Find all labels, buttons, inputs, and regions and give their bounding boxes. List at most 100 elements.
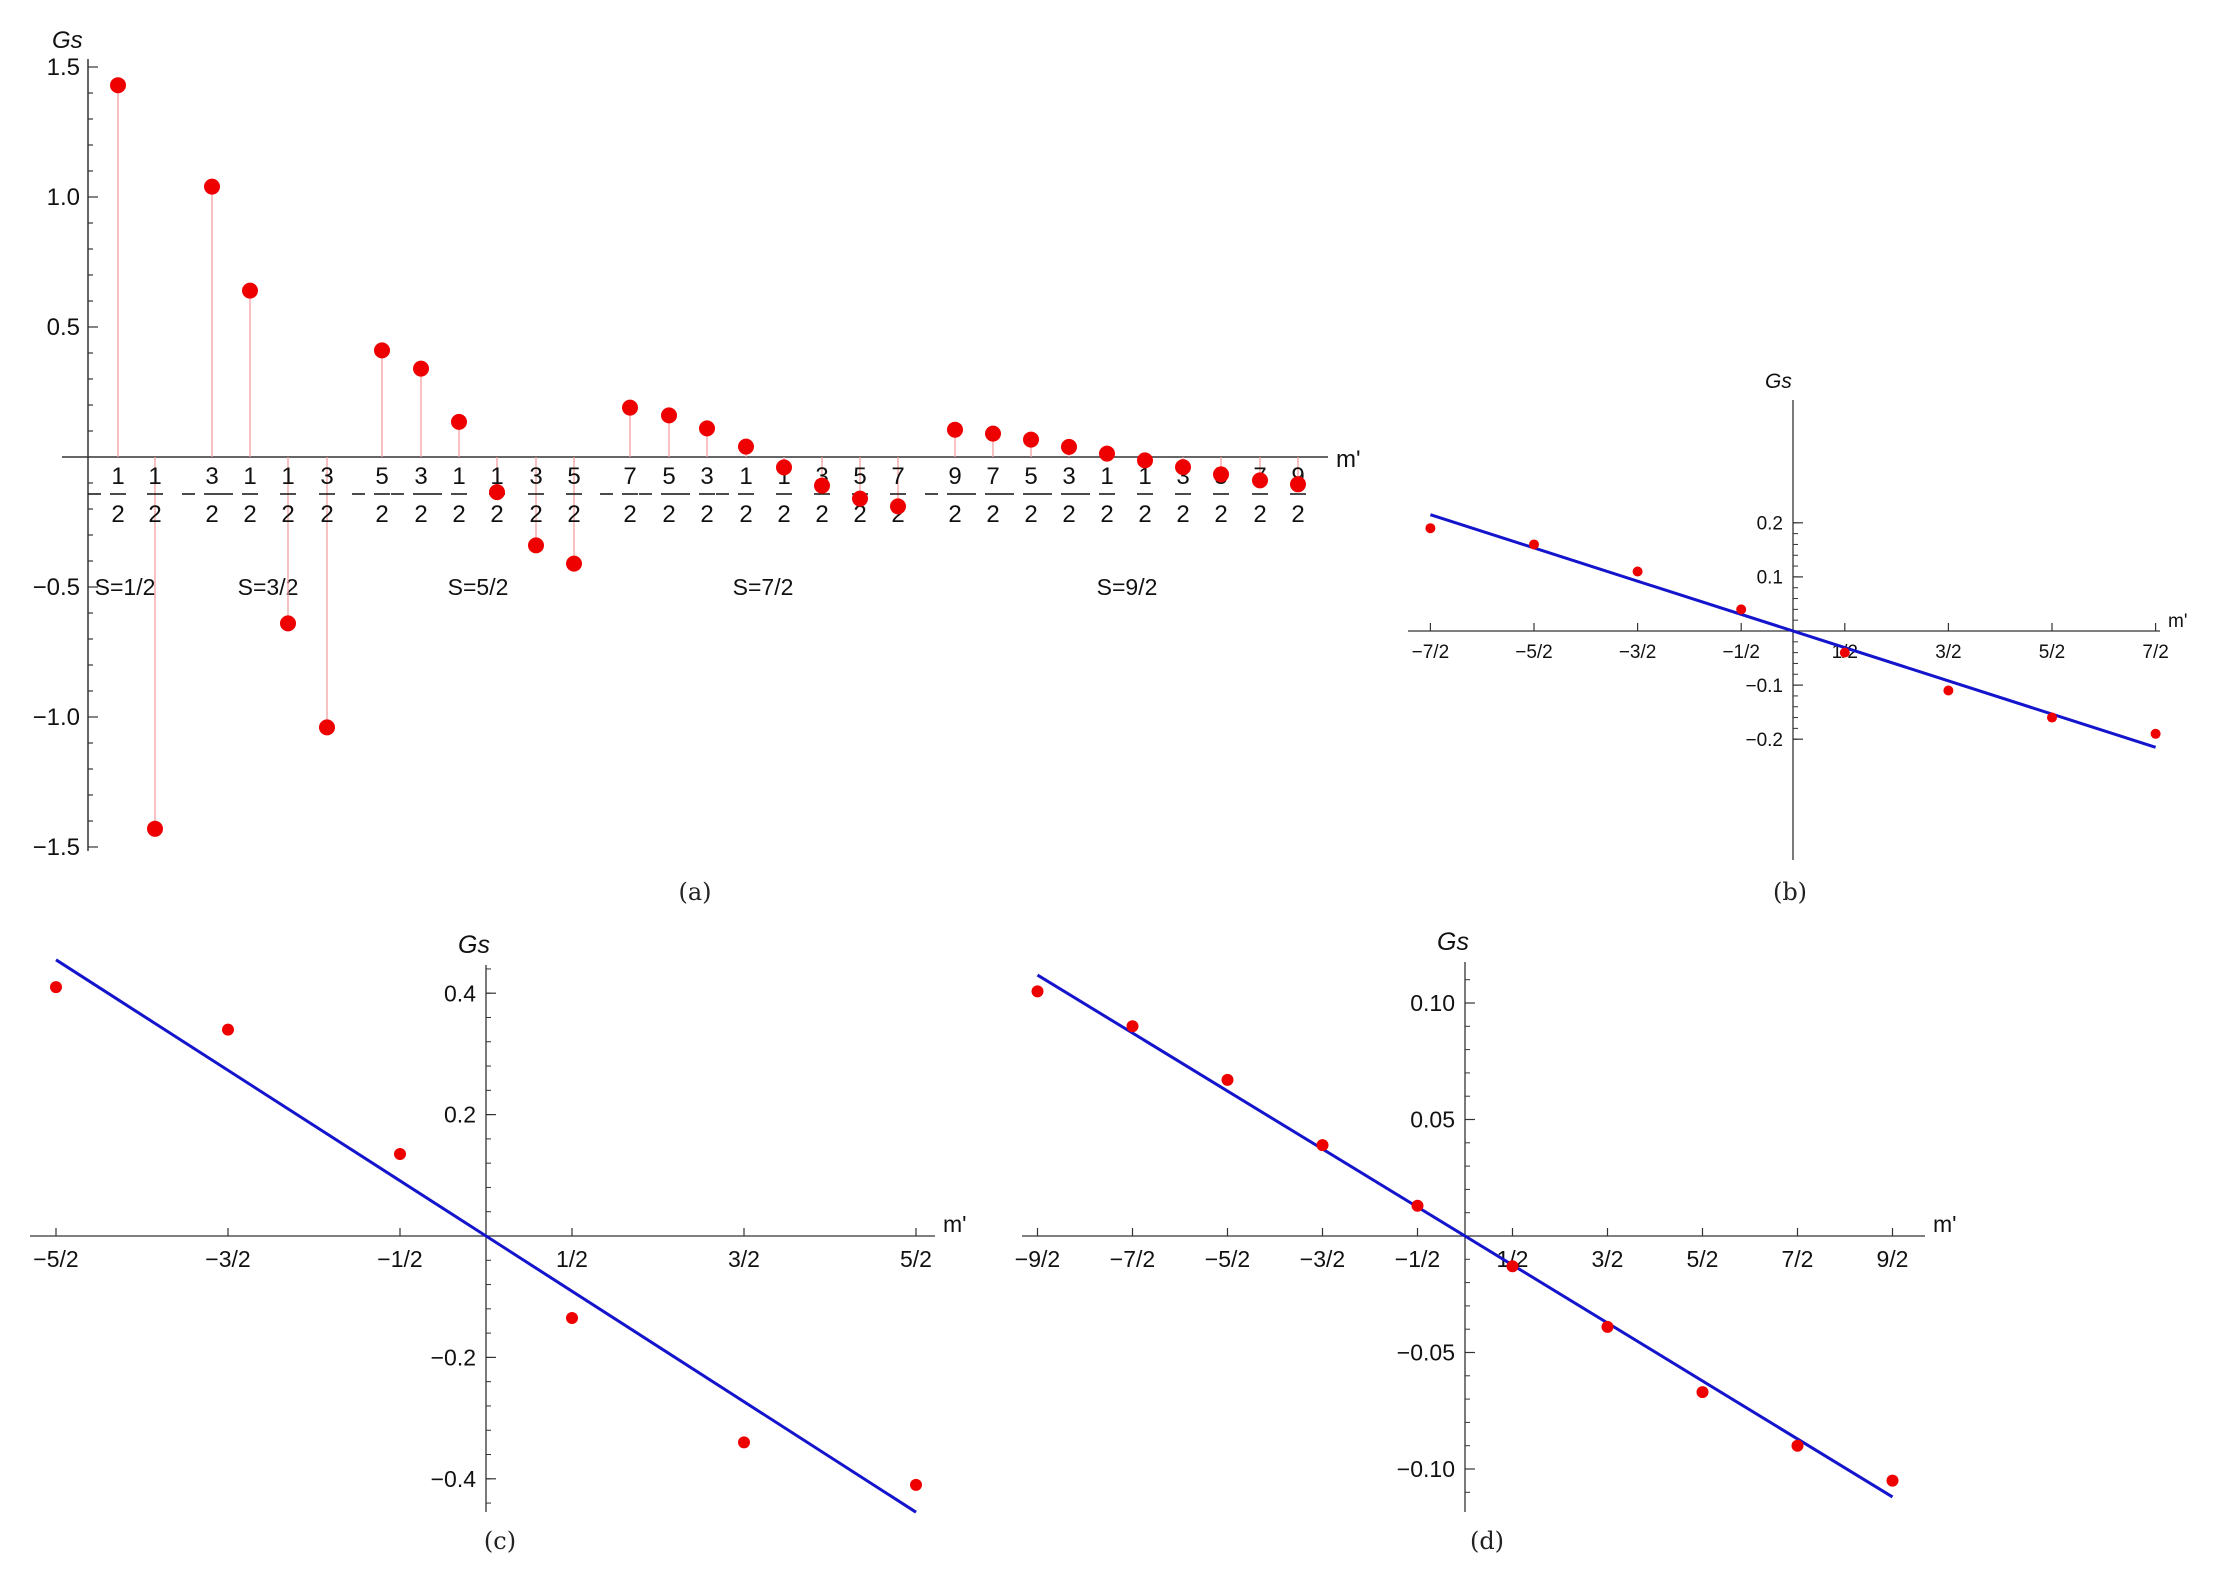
x-tick-denominator: 2 — [1291, 501, 1304, 528]
x-tick-numerator: 1 — [1100, 463, 1113, 490]
x-tick-label: 5/2 — [1687, 1246, 1719, 1272]
x-tick-numerator: 1 — [1138, 463, 1151, 490]
data-point — [1031, 985, 1044, 998]
data-point — [1175, 459, 1191, 476]
x-tick-denominator: 2 — [1253, 501, 1266, 528]
x-tick-numerator: 7 — [623, 463, 636, 490]
data-point — [1290, 476, 1306, 493]
x-tick-numerator: 3 — [1062, 463, 1075, 490]
data-point — [222, 1023, 234, 1036]
x-tick-numerator: 5 — [853, 463, 866, 490]
data-point — [1316, 1139, 1329, 1152]
caption: (c) — [484, 1527, 516, 1555]
x-tick-numerator: 1 — [281, 463, 294, 490]
group-label: S=5/2 — [448, 574, 509, 600]
data-point — [1791, 1439, 1804, 1452]
data-point — [1213, 466, 1229, 483]
x-tick-denominator: 2 — [111, 501, 124, 528]
x-tick-denominator: 2 — [739, 501, 752, 528]
x-tick-denominator: 2 — [948, 501, 961, 528]
x-tick-label: −3/2 — [1300, 1246, 1345, 1272]
data-point — [1252, 472, 1268, 489]
x-axis-label: m' — [1336, 446, 1361, 473]
data-point — [1126, 1020, 1139, 1033]
x-tick-numerator: 7 — [986, 463, 999, 490]
data-point — [1411, 1199, 1424, 1212]
x-tick-label: 1/2 — [556, 1246, 588, 1272]
x-tick-numerator: 1 — [490, 463, 503, 490]
y-axis-label: Gs — [458, 931, 490, 959]
data-point — [1886, 1474, 1899, 1487]
x-tick-denominator: 2 — [623, 501, 636, 528]
x-tick-denominator: 2 — [148, 501, 161, 528]
data-point — [2047, 712, 2057, 723]
x-tick-label: −7/2 — [1110, 1246, 1155, 1272]
x-tick-numerator: 3 — [414, 463, 427, 490]
y-tick-label: −0.1 — [1745, 676, 1783, 697]
panel-b: 0.20.1−0.1−0.2−7/2−5/2−3/2−1/21/23/25/27… — [1408, 370, 2187, 906]
x-tick-label: 3/2 — [728, 1246, 760, 1272]
x-axis-label: m' — [1933, 1211, 1957, 1237]
x-tick-denominator: 2 — [1100, 501, 1113, 528]
group-label: S=9/2 — [1097, 574, 1158, 600]
y-tick-label: 0.5 — [47, 314, 80, 341]
x-tick-label: −1/2 — [377, 1246, 422, 1272]
y-tick-label: −1.0 — [33, 704, 80, 731]
x-tick-label: −5/2 — [1205, 1246, 1250, 1272]
x-tick-numerator: 5 — [662, 463, 675, 490]
y-tick-label: 0.4 — [444, 980, 476, 1006]
y-axis-label: Gs — [52, 27, 83, 54]
x-tick-numerator: 1 — [739, 463, 752, 490]
x-tick-label: 9/2 — [1877, 1246, 1909, 1272]
data-point — [374, 342, 390, 359]
x-tick-denominator: 2 — [700, 501, 713, 528]
x-tick-numerator: 9 — [948, 463, 961, 490]
y-tick-label: −0.5 — [33, 574, 80, 601]
y-axis-label: Gs — [1765, 370, 1792, 393]
x-tick-denominator: 2 — [662, 501, 675, 528]
y-tick-label: −0.2 — [1745, 730, 1783, 751]
x-tick-numerator: 1 — [111, 463, 124, 490]
x-tick-denominator: 2 — [452, 501, 465, 528]
data-point — [738, 1436, 750, 1449]
x-tick-numerator: 3 — [320, 463, 333, 490]
data-point — [204, 178, 220, 195]
data-point — [1425, 523, 1436, 534]
x-tick-denominator: 2 — [1176, 501, 1189, 528]
data-point — [1529, 539, 1539, 550]
data-point — [1839, 647, 1850, 658]
x-tick-label: −1/2 — [1395, 1246, 1440, 1272]
x-axis-label: m' — [2168, 611, 2187, 632]
x-tick-denominator: 2 — [567, 501, 580, 528]
x-tick-denominator: 2 — [1024, 501, 1037, 528]
y-tick-label: −1.5 — [33, 834, 80, 861]
x-tick-numerator: 5 — [1024, 463, 1037, 490]
y-tick-label: 1.5 — [47, 54, 80, 81]
data-point — [1943, 685, 1954, 696]
data-point — [528, 537, 544, 554]
y-tick-label: 0.05 — [1410, 1107, 1455, 1133]
x-tick-label: 3/2 — [1592, 1246, 1624, 1272]
data-point — [947, 421, 963, 438]
data-point — [394, 1148, 406, 1161]
data-point — [910, 1478, 922, 1491]
data-point — [1632, 566, 1643, 577]
x-tick-numerator: 5 — [567, 463, 580, 490]
x-tick-denominator: 2 — [375, 501, 388, 528]
data-point — [738, 438, 754, 455]
y-tick-label: 1.0 — [47, 184, 80, 211]
data-point — [699, 420, 715, 437]
data-point — [1061, 438, 1077, 455]
y-tick-label: −0.4 — [431, 1466, 477, 1492]
data-point — [1023, 431, 1039, 448]
x-tick-denominator: 2 — [529, 501, 542, 528]
x-tick-denominator: 2 — [815, 501, 828, 528]
y-tick-label: −0.2 — [431, 1344, 476, 1370]
data-point — [1099, 445, 1115, 462]
x-tick-numerator: 1 — [452, 463, 465, 490]
data-point — [622, 399, 638, 416]
data-point — [280, 615, 296, 632]
x-tick-denominator: 2 — [1214, 501, 1227, 528]
data-point — [1696, 1386, 1709, 1399]
